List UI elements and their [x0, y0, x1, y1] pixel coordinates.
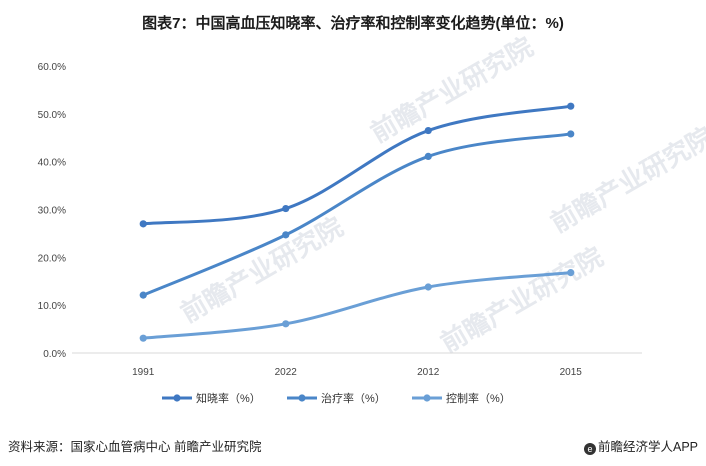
data-point: [567, 130, 575, 138]
data-point: [424, 126, 432, 135]
x-tick-label: 2012: [417, 367, 440, 378]
series-line-2: [141, 132, 573, 297]
data-point: [282, 320, 290, 328]
y-tick-label: 40.0%: [38, 158, 66, 169]
data-point: [567, 269, 575, 277]
data-point: [282, 231, 290, 239]
legend-label-3: 控制率（%）: [446, 391, 511, 405]
brand-text: 前瞻经济学人APP: [597, 440, 698, 454]
y-tick-label: 10.0%: [38, 301, 66, 312]
legend-marker-3: [423, 394, 431, 402]
data-point: [139, 291, 147, 299]
legend-marker-1: [173, 394, 181, 402]
legend-marker-2: [298, 394, 306, 402]
y-tick-label: 20.0%: [38, 253, 66, 264]
y-tick-label: 30.0%: [38, 206, 66, 217]
x-tick-label: 1991: [132, 367, 155, 378]
y-tick-label: 0.0%: [43, 349, 66, 360]
data-point: [139, 220, 147, 228]
data-point: [424, 152, 432, 161]
line-chart: 0.0% 10.0% 20.0% 30.0% 40.0% 50.0% 60.0% 1991 20…: [38, 62, 642, 405]
series-line-3: [141, 271, 573, 340]
legend-label-1: 知晓率（%）: [196, 391, 261, 405]
brand-label: e 前瞻经济学人APP: [583, 436, 698, 455]
data-point: [282, 204, 290, 213]
y-tick-label: 50.0%: [38, 110, 66, 121]
brand-logo-icon: e: [583, 443, 596, 455]
source-note: 资料来源：国家心血管病中心 前瞻产业研究院: [8, 440, 262, 454]
legend-label-2: 治疗率（%）: [321, 391, 386, 405]
y-tick-label: 60.0%: [38, 62, 66, 73]
series-line-1: [141, 104, 573, 226]
x-tick-label: 2015: [560, 367, 583, 378]
chart-title: 图表7：中国高血压知晓率、治疗率和控制率变化趋势(单位：%): [142, 15, 564, 32]
data-point: [567, 102, 575, 110]
data-point: [139, 334, 147, 342]
x-tick-label: 2022: [275, 367, 298, 378]
data-point: [424, 283, 432, 291]
